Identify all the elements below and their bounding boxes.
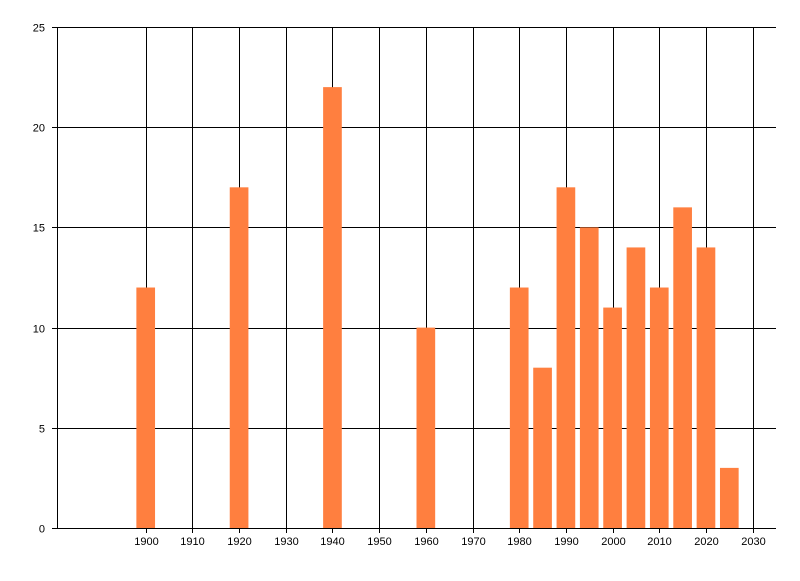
bar-2010 (649, 287, 669, 528)
bar-1990 (556, 187, 576, 528)
x-tick-label: 2000 (601, 536, 625, 548)
bars (136, 87, 739, 529)
axes (52, 27, 776, 533)
bar-1920 (229, 187, 249, 528)
x-tick-label: 1910 (180, 536, 204, 548)
y-tick-label: 0 (39, 524, 45, 536)
bar-1940 (323, 87, 342, 529)
y-tick-label: 25 (33, 23, 45, 35)
x-tick-label: 2010 (647, 536, 671, 548)
y-tick-label: 15 (33, 223, 45, 235)
x-tick-label: 2030 (741, 536, 765, 548)
bar-1985 (533, 367, 552, 528)
x-tick-label: 1980 (507, 536, 531, 548)
x-tick-label: 1920 (227, 536, 251, 548)
x-tick-label: 1940 (320, 536, 344, 548)
y-tick-labels: 0 5 10 15 20 25 (33, 23, 45, 536)
bar-2020 (696, 247, 716, 528)
x-tick-label: 1990 (554, 536, 578, 548)
y-tick-label: 10 (33, 324, 45, 336)
bar-1960 (416, 327, 436, 528)
x-tick-labels: 1900 1910 1920 1930 1940 1950 1960 1970 1980 1990… (134, 536, 765, 548)
x-tick-label: 1900 (134, 536, 158, 548)
x-tick-label: 1960 (414, 536, 438, 548)
bar-2025 (719, 467, 739, 528)
bar-1995 (579, 227, 599, 528)
x-tick-label: 1950 (367, 536, 391, 548)
y-tick-label: 20 (33, 123, 45, 135)
y-tick-label: 5 (39, 424, 45, 436)
bar-2015 (673, 207, 692, 529)
bar-2005 (626, 247, 646, 528)
bar-2000 (603, 307, 622, 528)
x-tick-label: 1930 (274, 536, 298, 548)
bar-1980 (509, 287, 529, 528)
x-tick-label: 2020 (694, 536, 718, 548)
bar-1900 (136, 287, 156, 528)
x-tick-label: 1970 (461, 536, 485, 548)
